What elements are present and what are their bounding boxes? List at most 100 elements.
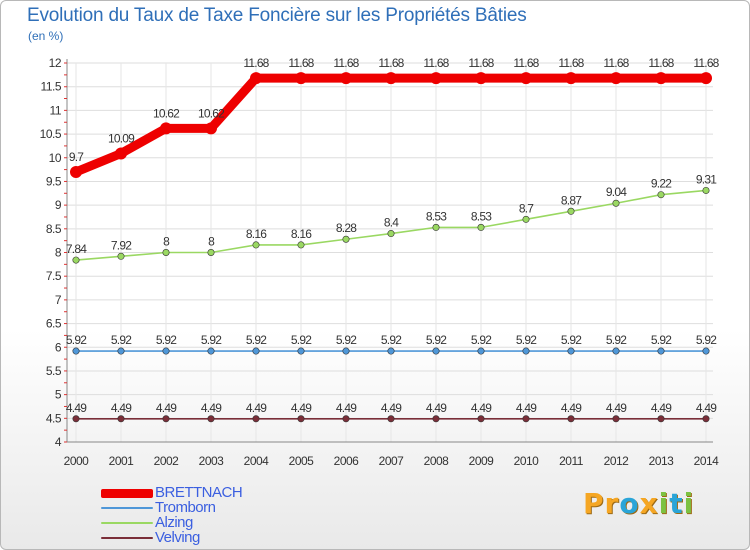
data-label: 4.49: [111, 401, 132, 415]
data-point: [340, 72, 352, 85]
logo-letter: i: [683, 487, 695, 520]
legend-label: Velving: [155, 529, 200, 546]
data-point: [520, 72, 532, 85]
data-point: [702, 347, 710, 355]
chart-title: Evolution du Taux de Taxe Foncière sur l…: [27, 5, 527, 26]
data-label: 10.62: [153, 106, 180, 120]
y-tick-label: 6.5: [46, 317, 62, 331]
data-label: 8: [163, 235, 170, 249]
data-label: 4.49: [156, 401, 177, 415]
x-tick-label: 2008: [424, 454, 450, 468]
data-point: [297, 347, 305, 355]
data-point: [432, 415, 440, 423]
data-label: 4.49: [381, 401, 402, 415]
data-label: 5.92: [696, 333, 717, 347]
x-tick-label: 2013: [649, 454, 675, 468]
proxiti-logo: Proxiti: [583, 487, 694, 520]
data-label: 5.92: [201, 333, 222, 347]
y-tick-label: 5: [55, 388, 62, 402]
data-label: 5.92: [291, 333, 312, 347]
data-point: [567, 207, 575, 215]
data-point: [162, 415, 170, 423]
data-point: [430, 72, 442, 85]
data-point: [522, 415, 530, 423]
x-tick-label: 2005: [289, 454, 315, 468]
data-label: 4.49: [606, 401, 627, 415]
data-label: 5.92: [246, 333, 267, 347]
x-tick-label: 2010: [514, 454, 540, 468]
y-tick-label: 8.5: [46, 222, 62, 236]
data-point: [612, 415, 620, 423]
y-tick-label: 7: [55, 293, 62, 307]
data-label: 8: [208, 235, 215, 249]
data-label: 9.31: [696, 172, 717, 186]
y-tick-label: 8: [55, 246, 62, 260]
data-point: [250, 72, 262, 85]
data-point: [297, 241, 305, 249]
data-point: [115, 147, 127, 160]
data-label: 4.49: [516, 401, 537, 415]
data-label: 11.68: [603, 56, 629, 70]
data-label: 5.92: [336, 333, 357, 347]
data-label: 5.92: [471, 333, 492, 347]
data-point: [432, 223, 440, 231]
data-point: [612, 199, 620, 207]
y-tick-label: 7.5: [46, 269, 62, 283]
data-label: 4.49: [201, 401, 222, 415]
data-label: 11.68: [648, 56, 674, 70]
data-point: [477, 223, 485, 231]
data-label: 4.49: [471, 401, 492, 415]
data-point: [567, 415, 575, 423]
data-point: [702, 186, 710, 194]
data-label: 11.68: [558, 56, 584, 70]
data-label: 9.7: [69, 150, 84, 164]
data-point: [70, 165, 82, 178]
x-tick-label: 2011: [559, 454, 584, 468]
data-point: [477, 415, 485, 423]
data-point: [567, 347, 575, 355]
data-label: 5.92: [426, 333, 447, 347]
data-point: [522, 215, 530, 223]
data-point: [477, 347, 485, 355]
data-point: [657, 191, 665, 199]
data-label: 5.92: [561, 333, 582, 347]
x-tick-label: 2006: [334, 454, 360, 468]
data-label: 4.49: [426, 401, 447, 415]
data-point: [342, 415, 350, 423]
data-label: 8.16: [246, 227, 267, 241]
legend-swatch: [101, 522, 153, 524]
data-label: 10.62: [198, 106, 225, 120]
legend-swatch: [101, 537, 153, 539]
data-point: [207, 415, 215, 423]
data-label: 5.92: [606, 333, 627, 347]
data-point: [610, 72, 622, 85]
data-point: [387, 230, 395, 238]
y-tick-label: 4: [55, 435, 62, 449]
data-label: 10.09: [108, 131, 135, 145]
data-label: 4.49: [66, 401, 87, 415]
data-label: 8.53: [471, 209, 492, 223]
data-point: [657, 415, 665, 423]
data-point: [432, 347, 440, 355]
data-label: 11.68: [513, 56, 539, 70]
data-label: 4.49: [291, 401, 312, 415]
logo-letter: i: [658, 487, 670, 520]
data-point: [387, 415, 395, 423]
x-tick-label: 2004: [244, 454, 270, 468]
data-point: [385, 72, 397, 85]
data-point: [657, 347, 665, 355]
x-tick-label: 2003: [199, 454, 225, 468]
logo-letter: r: [604, 487, 620, 520]
y-tick-label: 10.5: [40, 127, 62, 141]
data-point: [612, 347, 620, 355]
x-tick-label: 2007: [379, 454, 405, 468]
data-point: [522, 347, 530, 355]
data-point: [295, 72, 307, 85]
data-point: [160, 122, 172, 135]
x-tick-label: 2009: [469, 454, 495, 468]
data-label: 8.28: [336, 221, 357, 235]
data-point: [387, 347, 395, 355]
data-point: [342, 235, 350, 243]
data-point: [162, 347, 170, 355]
data-label: 5.92: [111, 333, 132, 347]
